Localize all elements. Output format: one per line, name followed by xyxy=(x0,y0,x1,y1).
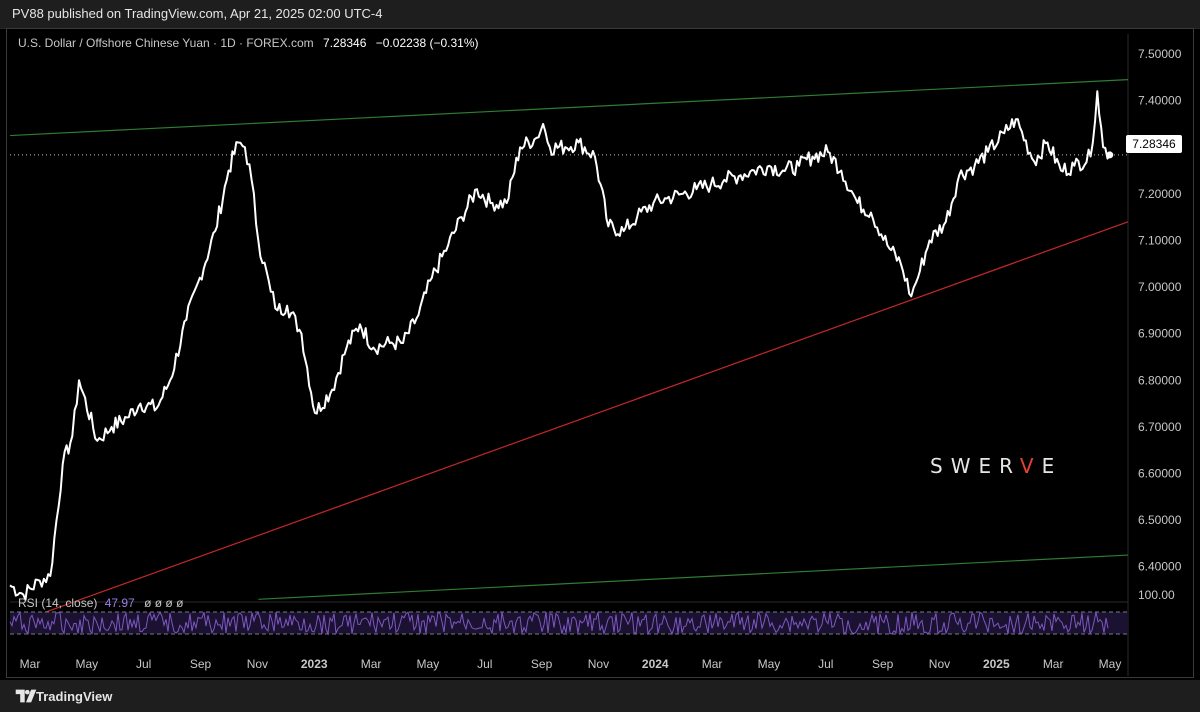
rsi-placeholders: ø ø ø ø xyxy=(144,596,184,610)
tradingview-logo-icon xyxy=(15,689,37,703)
watermark-accent: V xyxy=(1019,454,1042,478)
x-tick-label: May xyxy=(758,657,781,671)
x-tick-label: Jul xyxy=(136,657,151,671)
x-tick-label: Nov xyxy=(929,657,950,671)
x-tick-label: May xyxy=(76,657,99,671)
x-tick-label: Jul xyxy=(818,657,833,671)
chart-frame xyxy=(6,28,1194,678)
rsi-label: RSI (14, close) xyxy=(18,596,98,610)
x-tick-label: 2024 xyxy=(642,657,669,671)
x-tick-label: 2025 xyxy=(983,657,1010,671)
y-tick-label: 7.00000 xyxy=(1138,280,1182,294)
rsi-value: 47.97 xyxy=(104,596,135,610)
tradingview-footer: TradingView xyxy=(0,680,1200,712)
x-tick-label: Nov xyxy=(588,657,609,671)
x-tick-label: Sep xyxy=(531,657,553,671)
publish-text: PV88 published on TradingView.com, Apr 2… xyxy=(12,6,383,21)
symbol-label: U.S. Dollar / Offshore Chinese Yuan · 1D… xyxy=(18,36,314,50)
x-tick-label: Mar xyxy=(702,657,723,671)
x-tick-label: Mar xyxy=(361,657,382,671)
rsi-line xyxy=(9,610,1109,636)
x-tick-label: Nov xyxy=(247,657,268,671)
x-tick-label: 2023 xyxy=(301,657,328,671)
rsi-upper-tick: 100.00 xyxy=(1138,588,1175,602)
last-price-tag: 7.28346 xyxy=(1126,135,1182,153)
swerve-watermark: SWERVE xyxy=(930,454,1062,478)
x-tick-label: May xyxy=(1099,657,1122,671)
tradingview-brand[interactable]: TradingView xyxy=(36,689,113,704)
y-tick-label: 7.20000 xyxy=(1138,187,1182,201)
y-tick-label: 7.50000 xyxy=(1138,47,1182,61)
y-tick-label: 6.50000 xyxy=(1138,513,1182,527)
y-tick-label: 6.80000 xyxy=(1138,373,1182,387)
upper-channel-line xyxy=(9,79,1129,137)
y-tick-label: 7.10000 xyxy=(1138,233,1182,247)
lower-channel-line xyxy=(258,554,1129,600)
y-tick-label: 6.90000 xyxy=(1138,327,1182,341)
price-change-value: −0.02238 (−0.31%) xyxy=(375,36,479,50)
x-tick-label: Mar xyxy=(20,657,41,671)
watermark-post: E xyxy=(1041,454,1063,478)
symbol-legend: U.S. Dollar / Offshore Chinese Yuan · 1D… xyxy=(18,36,479,50)
watermark-pre: SWER xyxy=(930,454,1020,478)
x-tick-label: Jul xyxy=(477,657,492,671)
last-price-marker xyxy=(1106,151,1114,159)
last-price-value: 7.28346 xyxy=(323,36,367,50)
price-line xyxy=(9,90,1111,601)
support-trendline xyxy=(9,221,1129,626)
y-tick-label: 6.70000 xyxy=(1138,420,1182,434)
x-tick-label: Sep xyxy=(872,657,894,671)
x-tick-label: May xyxy=(417,657,440,671)
y-tick-label: 7.40000 xyxy=(1138,94,1182,108)
y-tick-label: 6.60000 xyxy=(1138,466,1182,480)
rsi-legend: RSI (14, close) 47.97 ø ø ø ø xyxy=(18,596,183,610)
x-tick-label: Mar xyxy=(1043,657,1064,671)
y-tick-label: 6.40000 xyxy=(1138,560,1182,574)
x-tick-label: Sep xyxy=(190,657,212,671)
